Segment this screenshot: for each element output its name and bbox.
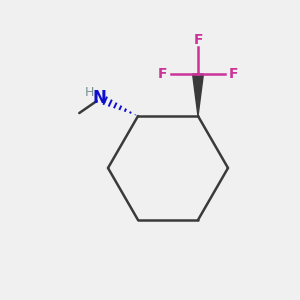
Text: H: H [85,85,94,99]
Text: F: F [158,67,167,81]
Polygon shape [193,74,203,116]
Text: F: F [229,67,238,81]
Text: N: N [92,89,106,107]
Text: F: F [193,32,203,46]
